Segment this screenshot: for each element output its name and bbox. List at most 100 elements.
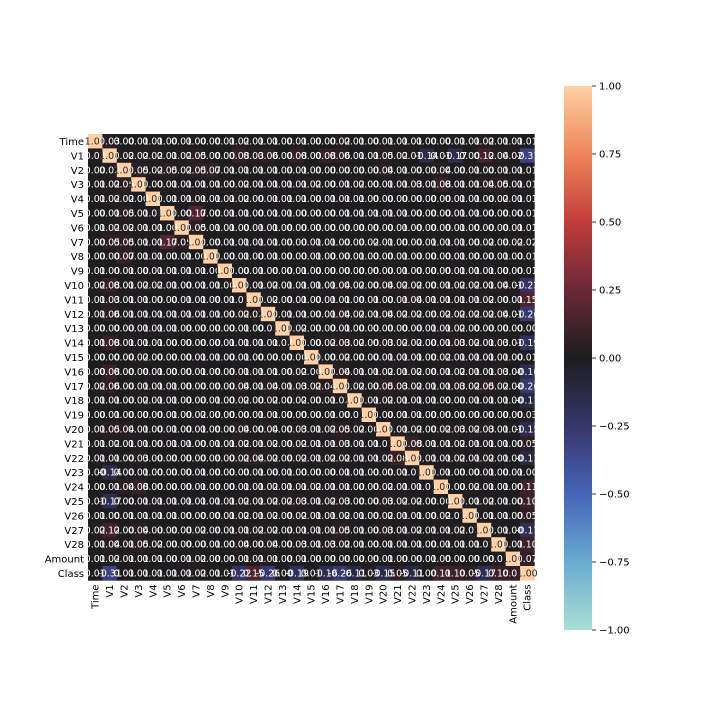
- heatmap-cell-V5-V13: [275, 206, 290, 221]
- heatmap-cell-V16-V15: [304, 364, 319, 380]
- heatmap-cell-V11-V23: [419, 292, 434, 308]
- heatmap-cell-V1-V25: [448, 148, 463, 164]
- heatmap-cell-V19-V20: [376, 407, 391, 423]
- heatmap-cell-V14-V3: [131, 335, 146, 351]
- heatmap-cell-V19-V21: [390, 407, 406, 423]
- heatmap-cell-V3-V11: [246, 177, 262, 192]
- y-tick-label-V19: V19: [64, 411, 84, 422]
- cell-annotation-V8-Class: 0.01: [517, 252, 538, 263]
- heatmap-cell-V7-V2: [116, 234, 132, 250]
- heatmap-cell-V12-V12: [260, 306, 276, 322]
- heatmap-cell-V13-V6: [174, 321, 190, 336]
- heatmap-cell-V11-V2: [116, 292, 132, 308]
- heatmap-cell-V2-V4: [145, 162, 161, 178]
- heatmap-cell-V4-V8: [203, 191, 218, 207]
- heatmap-cell-Time-V20: [376, 134, 391, 149]
- heatmap-cell-V13-Amount: [505, 321, 521, 336]
- heatmap-cell-V10-V4: [145, 278, 161, 293]
- heatmap-cell-V12-V2: [116, 306, 132, 322]
- heatmap-cell-V6-V1: [102, 220, 118, 236]
- heatmap-cell-V11-V7: [188, 292, 204, 308]
- x-tick-label-V25: V25: [451, 584, 462, 604]
- heatmap-cell-Time-V25: [448, 134, 463, 149]
- heatmap-cell-V2-V20: [376, 162, 391, 178]
- heatmap-cell-V2-V5: [160, 162, 175, 178]
- x-tick-label-V23: V23: [422, 584, 433, 604]
- y-tick-label-V10: V10: [64, 281, 84, 292]
- heatmap-cell-V16-V12: [260, 364, 276, 380]
- heatmap-cell-V6-Amount: [505, 220, 521, 236]
- heatmap-cell-Time-V15: [304, 134, 319, 149]
- heatmap-cell-V14-Amount: [505, 335, 521, 351]
- heatmap-cell-V9-V24: [433, 263, 449, 279]
- heatmap-cell-V3-V7: [188, 177, 204, 192]
- heatmap-cell-V9-V13: [275, 263, 290, 279]
- heatmap-cell-V19-V6: [174, 407, 190, 423]
- heatmap-cell-V3-V28: [491, 177, 506, 192]
- heatmap-cell-V8-V16: [318, 249, 334, 264]
- heatmap-cell-V12-V19: [361, 306, 377, 322]
- heatmap-cell-V8-V10: [232, 249, 247, 264]
- heatmap-cell-V2-V17: [332, 162, 348, 178]
- colorbar-tick-label: 0.25: [599, 286, 621, 297]
- heatmap-cell-V2-V26: [462, 162, 478, 178]
- heatmap-cell-V1-V9: [217, 148, 233, 164]
- heatmap-cell-V4-V21: [390, 191, 406, 207]
- heatmap-cell-V4-V12: [260, 191, 276, 207]
- heatmap-cell-V14-V19: [361, 335, 377, 351]
- heatmap-cell-V7-V4: [145, 234, 161, 250]
- heatmap-cell-V17-V25: [448, 378, 463, 394]
- heatmap-cell-V14-V1: [102, 335, 118, 351]
- x-tick-label-V8: V8: [206, 584, 217, 597]
- heatmap-cell-V12-V9: [217, 306, 233, 322]
- heatmap-cell-V7-V25: [448, 234, 463, 250]
- heatmap-cell-V7-V11: [246, 234, 262, 250]
- heatmap-cell-V4-V16: [318, 191, 334, 207]
- heatmap-cell-V1-V21: [390, 148, 406, 164]
- heatmap-cell-V10-V9: [217, 278, 233, 293]
- heatmap-cell-V13-V25: [448, 321, 463, 336]
- heatmap-cell-V15-Amount: [505, 350, 521, 365]
- heatmap-cell-Time-V22: [404, 134, 420, 149]
- heatmap-cell-Time-Time: [88, 134, 103, 149]
- heatmap-cell-V9-V28: [491, 263, 506, 279]
- heatmap-cell-V3-V27: [476, 177, 492, 192]
- heatmap-cell-V7-V22: [404, 234, 420, 250]
- cell-annotation-V5-Class: 0.01: [517, 209, 538, 220]
- heatmap-cell-V17-V24: [433, 378, 449, 394]
- heatmap-cell-V13-Time: [88, 321, 103, 336]
- heatmap-cell-V19-V23: [419, 407, 434, 423]
- heatmap-cell-V12-V23: [419, 306, 434, 322]
- heatmap-cell-V13-V18: [347, 321, 362, 336]
- heatmap-cell-V9-V4: [145, 263, 161, 279]
- heatmap-cell-V3-V22: [404, 177, 420, 192]
- cell-annotation-V11-Class: 0.15: [517, 295, 538, 306]
- heatmap-cell-V18-V20: [376, 393, 391, 408]
- heatmap-cell-V16-V9: [217, 364, 233, 380]
- heatmap-cell-V20-Class: [520, 422, 535, 437]
- heatmap-cell-Time-V5: [160, 134, 175, 149]
- x-tick-label-V7: V7: [192, 584, 203, 597]
- heatmap-cell-V8-V2: [116, 249, 132, 264]
- heatmap-cell-V13-V4: [145, 321, 161, 336]
- heatmap-cell-V18-V12: [260, 393, 276, 408]
- heatmap-cell-V19-Time: [88, 407, 103, 423]
- cell-annotation-Time-Class: 0.01: [517, 137, 538, 148]
- cell-annotation-V14-Class: -0.19: [515, 338, 539, 349]
- heatmap-cell-V11-V24: [433, 292, 449, 308]
- heatmap-cell-V10-V19: [361, 278, 377, 293]
- heatmap-cell-V16-V11: [246, 364, 262, 380]
- heatmap-cell-V22-V4: [145, 450, 161, 466]
- heatmap-cell-V13-V11: [246, 321, 262, 336]
- heatmap-cell-V2-V3: [131, 162, 146, 178]
- heatmap-cell-V21-V18: [347, 436, 362, 452]
- heatmap-cell-V8-V14: [289, 249, 305, 264]
- heatmap-cell-V16-V14: [289, 364, 305, 380]
- heatmap-cell-V6-V20: [376, 220, 391, 236]
- heatmap-cell-V3-V12: [260, 177, 276, 192]
- heatmap-cell-V8-V12: [260, 249, 276, 264]
- heatmap-cell-V9-V8: [203, 263, 218, 279]
- heatmap-cell-V3-V20: [376, 177, 391, 192]
- heatmap-cell-V4-V11: [246, 191, 262, 207]
- heatmap-cell-V20-V15: [304, 422, 319, 437]
